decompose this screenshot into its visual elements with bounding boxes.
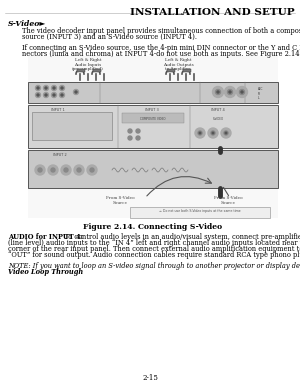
Circle shape (212, 87, 224, 97)
Text: NOTE: If you want to loop an S-video signal through to another projector or disp: NOTE: If you want to loop an S-video sig… (8, 262, 300, 270)
Text: nectors (luma and chroma) at INPUT 4-do not use both as inputs. See Figure 2.14.: nectors (luma and chroma) at INPUT 4-do … (22, 50, 300, 58)
Bar (130, 207, 270, 218)
Bar (77, 69, 85, 72)
Text: The video decoder input panel provides simultaneous connection of both a composi: The video decoder input panel provides s… (22, 27, 300, 35)
Circle shape (48, 165, 58, 175)
Bar (28, 105, 278, 148)
Text: INPUT 2: INPUT 2 (53, 153, 67, 157)
Circle shape (241, 91, 243, 93)
Bar (28, 82, 278, 103)
Circle shape (77, 168, 81, 172)
Bar (183, 69, 191, 72)
Circle shape (215, 90, 220, 95)
Text: S-Video►: S-Video► (8, 20, 46, 28)
Bar (32, 112, 112, 140)
Text: If connecting an S-Video source, use the 4-pin mini DIN connector or the Y and C: If connecting an S-Video source, use the… (22, 44, 300, 52)
Circle shape (59, 85, 64, 90)
Circle shape (227, 90, 232, 95)
Circle shape (198, 131, 202, 135)
Circle shape (61, 165, 71, 175)
Circle shape (212, 132, 214, 134)
Circle shape (208, 128, 218, 138)
Circle shape (136, 136, 140, 140)
Circle shape (128, 129, 132, 133)
Circle shape (45, 87, 47, 89)
Circle shape (35, 85, 40, 90)
Text: “OUT” for sound output. Audio connection cables require standard RCA type phono : “OUT” for sound output. Audio connection… (8, 251, 300, 259)
Text: AUDIO for INPUT 4:: AUDIO for INPUT 4: (8, 233, 83, 241)
Circle shape (37, 94, 39, 96)
Circle shape (61, 87, 63, 89)
Text: Figure 2.14. Connecting S-Video: Figure 2.14. Connecting S-Video (83, 223, 223, 231)
Circle shape (74, 165, 84, 175)
Circle shape (221, 128, 231, 138)
Circle shape (38, 168, 42, 172)
Circle shape (51, 168, 55, 172)
Text: COMPOSITE VIDEO: COMPOSITE VIDEO (140, 117, 166, 121)
Text: S-VIDEO: S-VIDEO (212, 117, 224, 121)
Circle shape (61, 94, 63, 96)
Circle shape (217, 91, 219, 93)
Circle shape (224, 87, 236, 97)
Circle shape (35, 165, 45, 175)
Text: INPUT 4: INPUT 4 (211, 108, 225, 112)
Text: corner of the rear input panel. Then connect external audio amplification equipm: corner of the rear input panel. Then con… (8, 245, 300, 253)
Text: source (INPUT 3) and an S-Video source (INPUT 4).: source (INPUT 3) and an S-Video source (… (22, 33, 197, 41)
Bar (167, 69, 175, 72)
Circle shape (136, 129, 140, 133)
Bar (28, 56, 278, 218)
Bar (28, 150, 278, 188)
Bar (93, 69, 101, 72)
Text: Left & Right
Audio Inputs
(pre-amplified): Left & Right Audio Inputs (pre-amplified… (72, 58, 104, 71)
Circle shape (64, 168, 68, 172)
Circle shape (236, 87, 247, 97)
Circle shape (225, 132, 227, 134)
Circle shape (44, 85, 49, 90)
Text: From S-Video
Source: From S-Video Source (214, 196, 242, 204)
Circle shape (44, 92, 49, 97)
Circle shape (239, 90, 244, 95)
Text: Video Loop Through: Video Loop Through (8, 268, 83, 276)
Circle shape (74, 90, 79, 95)
Circle shape (75, 91, 77, 93)
Bar (122, 113, 184, 123)
Circle shape (35, 92, 40, 97)
Circle shape (195, 128, 205, 138)
Circle shape (53, 94, 55, 96)
Circle shape (37, 87, 39, 89)
Circle shape (229, 91, 231, 93)
Text: ⚠ Do not use both S-Video inputs at the same time: ⚠ Do not use both S-Video inputs at the … (159, 209, 241, 213)
Text: INPUT 1: INPUT 1 (51, 108, 65, 112)
Circle shape (211, 131, 215, 135)
Text: ATC
R
L: ATC R L (258, 87, 263, 100)
Circle shape (53, 87, 55, 89)
Circle shape (87, 165, 97, 175)
Text: 2-15: 2-15 (142, 374, 158, 382)
Text: INSTALLATION AND SETUP: INSTALLATION AND SETUP (130, 8, 295, 17)
Text: Left & Right
Audio Outputs
to Amplifier: Left & Right Audio Outputs to Amplifier (163, 58, 194, 71)
Circle shape (59, 92, 64, 97)
Text: INPUT 3: INPUT 3 (145, 108, 159, 112)
Circle shape (52, 85, 56, 90)
Text: To control audio levels in an audio/visual system, connect pre-amplified: To control audio levels in an audio/visu… (62, 233, 300, 241)
Text: (line level) audio inputs to the “IN 4” left and right channel audio inputs loca: (line level) audio inputs to the “IN 4” … (8, 239, 300, 247)
Text: From S-Video
Source: From S-Video Source (106, 196, 134, 204)
Circle shape (52, 92, 56, 97)
Circle shape (90, 168, 94, 172)
Circle shape (199, 132, 201, 134)
Circle shape (224, 131, 228, 135)
Circle shape (45, 94, 47, 96)
Circle shape (128, 136, 132, 140)
